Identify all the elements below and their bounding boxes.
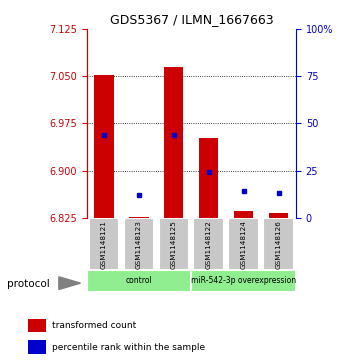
Text: transformed count: transformed count [52, 321, 136, 330]
Bar [28, 340, 45, 354]
Text: percentile rank within the sample: percentile rank within the sample [52, 343, 205, 352]
Bar [95, 75, 114, 218]
Bar [269, 213, 288, 218]
Bar [263, 218, 294, 270]
Text: control: control [126, 277, 152, 285]
Text: protocol: protocol [7, 279, 50, 289]
Bar [234, 211, 253, 218]
Bar [191, 270, 296, 292]
Text: GSM1148126: GSM1148126 [275, 220, 282, 269]
Bar [89, 218, 119, 270]
Text: GSM1148121: GSM1148121 [101, 220, 107, 269]
Bar [164, 67, 183, 218]
Title: GDS5367 / ILMN_1667663: GDS5367 / ILMN_1667663 [109, 13, 273, 26]
Bar [158, 218, 189, 270]
Bar [123, 218, 155, 270]
Text: GSM1148123: GSM1148123 [136, 220, 142, 269]
Text: miR-542-3p overexpression: miR-542-3p overexpression [191, 277, 296, 285]
Polygon shape [59, 277, 81, 290]
Bar [129, 217, 149, 218]
Bar [87, 270, 191, 292]
Bar [28, 319, 45, 332]
Text: GSM1148124: GSM1148124 [241, 220, 247, 269]
Text: GSM1148122: GSM1148122 [206, 220, 212, 269]
Bar [228, 218, 259, 270]
Text: GSM1148125: GSM1148125 [171, 220, 177, 269]
Bar [193, 218, 224, 270]
Bar [199, 138, 218, 218]
